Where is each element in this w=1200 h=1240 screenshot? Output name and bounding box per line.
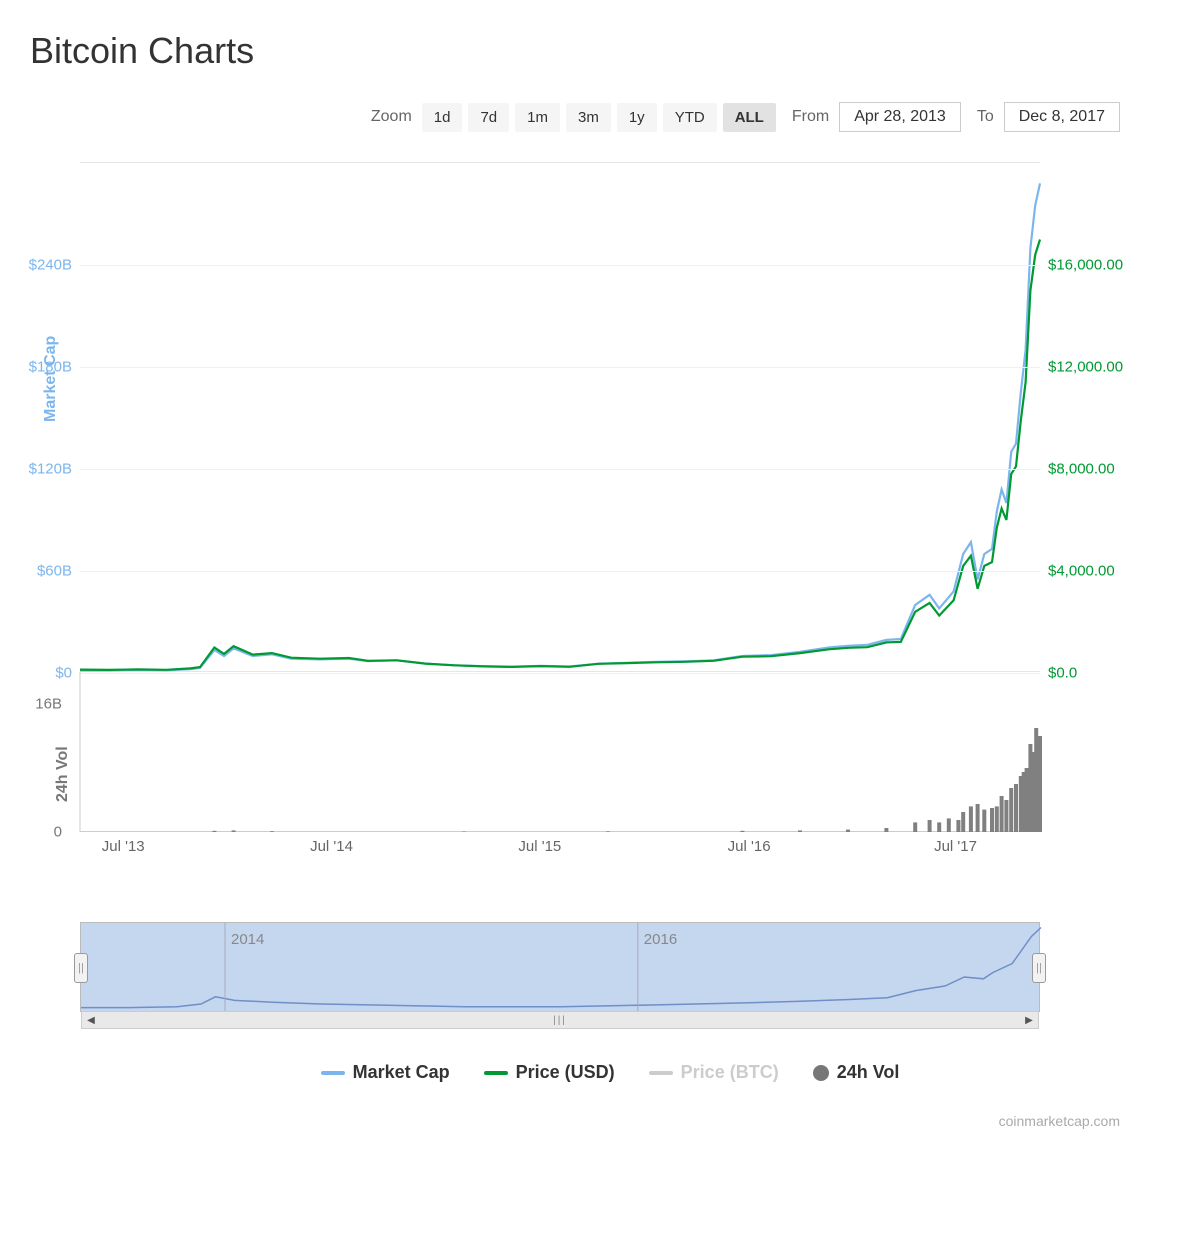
gridline bbox=[80, 367, 1040, 368]
legend-label: Price (BTC) bbox=[681, 1062, 779, 1083]
x-tick-label: Jul '16 bbox=[728, 838, 771, 855]
legend-line-marker bbox=[649, 1071, 673, 1075]
legend-label: 24h Vol bbox=[837, 1062, 900, 1083]
from-label: From bbox=[792, 108, 829, 126]
navigator-handle-right[interactable]: || bbox=[1032, 953, 1046, 983]
zoom-btn-ytd[interactable]: YTD bbox=[663, 103, 717, 132]
y-left-tick-label: $120B bbox=[0, 461, 72, 478]
legend-item-price-usd-[interactable]: Price (USD) bbox=[484, 1062, 615, 1083]
main-chart[interactable]: $0$60B$120B$180B$240B$0.0$4,000.00$8,000… bbox=[80, 162, 1040, 672]
navigator-scroll-grip[interactable]: ||| bbox=[553, 1015, 567, 1026]
navigator-scroll-right[interactable]: ▶ bbox=[1020, 1012, 1038, 1028]
price-line bbox=[80, 240, 1040, 670]
y-right-tick-label: $0.0 bbox=[1048, 665, 1158, 682]
y-right-tick-label: $4,000.00 bbox=[1048, 563, 1158, 580]
volume-bar bbox=[1004, 800, 1008, 832]
y-left-tick-label: $60B bbox=[0, 563, 72, 580]
volume-bar bbox=[1025, 768, 1029, 832]
volume-bar bbox=[976, 804, 980, 832]
y-right-tick-label: $12,000.00 bbox=[1048, 359, 1158, 376]
x-tick-label: Jul '13 bbox=[102, 838, 145, 855]
zoom-btn-1y[interactable]: 1y bbox=[617, 103, 657, 132]
to-date-input[interactable]: Dec 8, 2017 bbox=[1004, 102, 1120, 132]
y-axis-left-title: Market Cap bbox=[42, 336, 60, 422]
y-left-tick-label: $0 bbox=[0, 665, 72, 682]
y-left-tick-label: $240B bbox=[0, 257, 72, 274]
gridline bbox=[80, 265, 1040, 266]
navigator-year-label: 2016 bbox=[644, 931, 677, 948]
volume-bar bbox=[947, 818, 951, 832]
navigator-year-label: 2014 bbox=[231, 931, 264, 948]
volume-bar bbox=[995, 806, 999, 832]
legend-line-marker bbox=[484, 1071, 508, 1075]
y-right-tick-label: $16,000.00 bbox=[1048, 257, 1158, 274]
navigator-handle-left[interactable]: || bbox=[74, 953, 88, 983]
zoom-label: Zoom bbox=[371, 108, 412, 126]
gridline bbox=[80, 571, 1040, 572]
y-right-tick-label: $8,000.00 bbox=[1048, 461, 1158, 478]
zoom-btn-1d[interactable]: 1d bbox=[422, 103, 463, 132]
zoom-btn-3m[interactable]: 3m bbox=[566, 103, 611, 132]
y-left-tick-label: $180B bbox=[0, 359, 72, 376]
page-title: Bitcoin Charts bbox=[30, 30, 1140, 72]
zoom-btn-7d[interactable]: 7d bbox=[468, 103, 509, 132]
legend-dot-marker bbox=[813, 1065, 829, 1081]
marketcap-line bbox=[80, 183, 1040, 670]
legend-label: Market Cap bbox=[353, 1062, 450, 1083]
navigator-scroll-left[interactable]: ◀ bbox=[82, 1012, 100, 1028]
volume-bar bbox=[913, 822, 917, 832]
chart-legend: Market Cap Price (USD) Price (BTC) 24h Vol bbox=[130, 1062, 1090, 1083]
navigator-scrollbar[interactable]: ◀ ||| ▶ bbox=[81, 1011, 1039, 1029]
x-tick-label: Jul '14 bbox=[310, 838, 353, 855]
volume-bar bbox=[1034, 728, 1038, 832]
from-date-input[interactable]: Apr 28, 2013 bbox=[839, 102, 961, 132]
legend-item-price-btc-[interactable]: Price (BTC) bbox=[649, 1062, 779, 1083]
x-axis: Jul '13 Jul '14 Jul '15 Jul '16 Jul '17 bbox=[80, 832, 1040, 862]
volume-bar bbox=[928, 820, 932, 832]
zoom-btn-all[interactable]: ALL bbox=[723, 103, 776, 132]
volume-bar bbox=[1000, 796, 1004, 832]
volume-bar bbox=[990, 808, 994, 832]
volume-axis-title: 24h Vol bbox=[54, 746, 72, 802]
volume-bar bbox=[1009, 788, 1013, 832]
legend-label: Price (USD) bbox=[516, 1062, 615, 1083]
legend-line-marker bbox=[321, 1071, 345, 1075]
legend-item-market-cap[interactable]: Market Cap bbox=[321, 1062, 450, 1083]
range-navigator[interactable]: || || ◀ ||| ▶ 20142016 bbox=[80, 922, 1040, 1012]
volume-bar bbox=[1014, 784, 1018, 832]
vol-tick-label: 0 bbox=[2, 824, 62, 841]
x-tick-label: Jul '17 bbox=[934, 838, 977, 855]
vol-tick-label: 16B bbox=[2, 696, 62, 713]
zoom-buttons: 1d7d1m3m1yYTDALL bbox=[422, 103, 776, 132]
gridline bbox=[80, 469, 1040, 470]
x-tick-label: Jul '15 bbox=[518, 838, 561, 855]
to-label: To bbox=[977, 108, 994, 126]
legend-item-24h-vol[interactable]: 24h Vol bbox=[813, 1062, 900, 1083]
chart-area: Market Cap Price (USD) 24h Vol $0$60B$12… bbox=[80, 162, 1190, 1083]
volume-bar bbox=[956, 820, 960, 832]
zoom-btn-1m[interactable]: 1m bbox=[515, 103, 560, 132]
volume-bar bbox=[961, 812, 965, 832]
volume-bar bbox=[982, 810, 986, 832]
attribution: coinmarketcap.com bbox=[30, 1113, 1120, 1129]
volume-chart[interactable]: 016B bbox=[80, 672, 1040, 832]
volume-bar bbox=[1038, 736, 1042, 832]
zoom-controls: Zoom 1d7d1m3m1yYTDALL From Apr 28, 2013 … bbox=[30, 102, 1140, 132]
volume-bar bbox=[969, 806, 973, 832]
volume-bar bbox=[937, 822, 941, 832]
